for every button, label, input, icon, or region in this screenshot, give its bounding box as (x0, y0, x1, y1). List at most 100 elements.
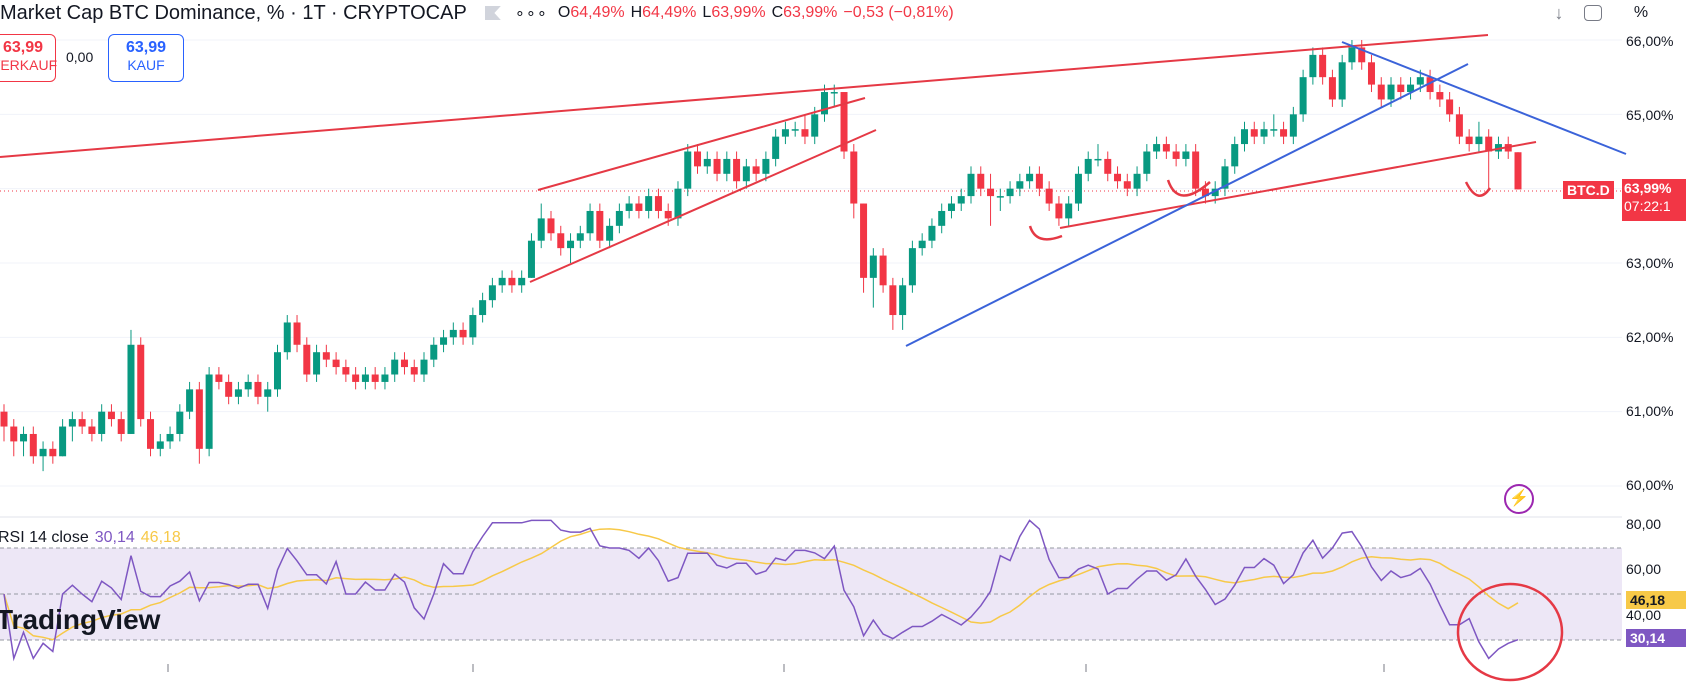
candle-body (1309, 54, 1317, 78)
candle-body (772, 136, 780, 159)
candle-body (625, 203, 633, 211)
candle-body (186, 389, 194, 412)
sell-label: VERKAUF (0, 57, 58, 73)
candle-body (49, 448, 57, 457)
rsi-legend-value: 30,14 (94, 529, 135, 546)
candle-body (254, 381, 262, 397)
candle-body (957, 196, 965, 204)
candle-body (1358, 47, 1366, 63)
candle-body (889, 285, 897, 316)
candle-body (410, 367, 418, 375)
candle-body (654, 196, 662, 211)
more-dots-icon[interactable]: ∘∘∘ (514, 5, 548, 22)
buy-button[interactable]: 63,99 KAUF (108, 34, 184, 82)
candle-body (703, 158, 711, 167)
candle-body (1153, 144, 1161, 152)
candle-body (635, 203, 643, 211)
candle-body (98, 411, 106, 434)
sell-button[interactable]: 63,99 VERKAUF (0, 34, 58, 82)
percent-scale-button[interactable]: % (1633, 4, 1649, 21)
candle-body (283, 322, 291, 353)
candle-body (1289, 114, 1297, 137)
open-value: 64,49% (570, 4, 625, 21)
candle-body (928, 225, 936, 241)
candle-body (127, 344, 135, 434)
trendlines (0, 34, 1627, 347)
support-trendline-blue (905, 63, 1469, 347)
candle-body (322, 352, 330, 360)
candle-body (391, 359, 399, 375)
price-label-60: 60,00% (1626, 477, 1674, 493)
candle-body (518, 277, 526, 286)
candle-body (586, 210, 594, 234)
candle-body (215, 374, 223, 382)
candle-body (938, 210, 946, 226)
rsi-pane (0, 519, 1622, 682)
download-icon[interactable]: ↓ (1554, 3, 1564, 23)
candle-body (820, 92, 828, 115)
candle-body (664, 210, 672, 219)
candle-body (908, 248, 916, 286)
symbol-title[interactable]: Market Cap BTC Dominance, % · 1T · CRYPT… (0, 1, 467, 24)
time-axis (167, 664, 1385, 672)
candle-body (293, 322, 301, 345)
candle-body (147, 419, 155, 449)
low-value: 63,99% (711, 4, 766, 21)
candle-body (1094, 158, 1102, 161)
candle-body (1338, 62, 1346, 100)
candle-body (10, 426, 18, 442)
candle-body (1123, 181, 1131, 189)
candle-body (1016, 181, 1024, 189)
candle-body (400, 359, 408, 368)
candle-body (996, 196, 1004, 198)
sell-price: 63,99 (2, 39, 44, 56)
candle-body (1348, 47, 1356, 63)
high-label: H (630, 4, 643, 21)
candle-body (1192, 151, 1200, 189)
candle-body (1143, 151, 1151, 174)
price-label-63: 63,00% (1626, 255, 1674, 271)
lightning-icon[interactable]: ⚡ (1504, 484, 1534, 514)
candle-body (723, 158, 731, 174)
candle-body (1211, 188, 1219, 197)
candle-body (811, 114, 819, 137)
candle-body (352, 374, 360, 382)
hand-marker-2 (1166, 179, 1211, 197)
candle-body (469, 315, 477, 338)
candle-body (361, 374, 369, 382)
candle-body (1319, 54, 1327, 78)
candle-body (205, 374, 213, 449)
candle-body (1377, 84, 1385, 100)
chart-header: Market Cap BTC Dominance, % · 1T · CRYPT… (0, 0, 954, 26)
candle-body (1407, 84, 1415, 93)
candle-body (947, 203, 955, 211)
candle-body (1133, 173, 1141, 189)
tradingview-logo[interactable]: TradingView (0, 604, 161, 635)
fullscreen-icon[interactable] (1584, 5, 1602, 21)
candle-body (733, 158, 741, 182)
candle-body (1250, 129, 1258, 137)
rsi-legend-ma: 46,18 (140, 529, 181, 546)
candle-body (830, 92, 838, 94)
last-price-value: 63,99% (1624, 180, 1672, 196)
candle-body (967, 173, 975, 197)
candle-body (313, 352, 321, 375)
candle-body (1270, 129, 1278, 131)
flag-icon[interactable] (484, 6, 501, 20)
candle-body (879, 255, 887, 286)
candle-body (1182, 151, 1190, 159)
candle-body (1299, 77, 1307, 115)
rsi-label-80: 80,00 (1626, 516, 1662, 532)
candle-body (59, 426, 67, 457)
price-label-65: 65,00% (1626, 107, 1674, 123)
wedge-upper-trendline (537, 97, 866, 191)
last-price-tag: 63,99% 07:22:1 (1622, 179, 1686, 221)
candle-body (918, 240, 926, 249)
candle-body (1455, 114, 1463, 137)
rsi-legend[interactable]: RSI 14 close 30,14 46,18 (0, 529, 181, 547)
candle-body (381, 374, 389, 382)
resistance-trendline-blue (1341, 41, 1627, 155)
candle-body (156, 441, 164, 449)
candle-body (498, 277, 506, 286)
